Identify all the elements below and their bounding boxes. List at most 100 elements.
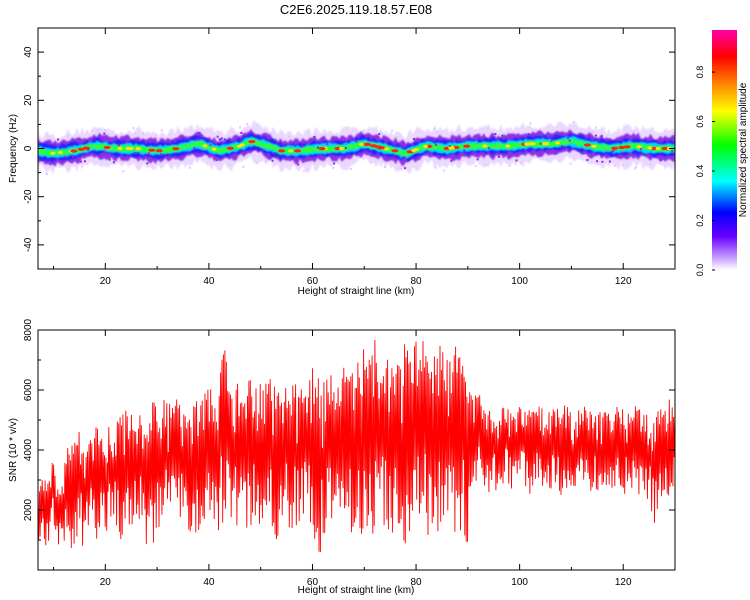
snr-series [38, 339, 675, 553]
band-peak-yellow [414, 147, 420, 152]
band-speckle [268, 153, 270, 155]
band-peak-yellow [636, 145, 642, 149]
band-speckle [196, 159, 198, 162]
band-peak-yellow [555, 141, 560, 145]
band-speckle [239, 126, 241, 129]
band-speckle [132, 127, 135, 130]
spectrogram-x-label: Height of straight line (km) [298, 286, 415, 297]
band-peak-yellow [202, 144, 208, 148]
band-speckle [582, 151, 585, 154]
band-speckle [621, 164, 624, 166]
band-speckle [193, 147, 196, 150]
band-peak-yellow [528, 142, 534, 146]
band-speckle [135, 138, 138, 141]
band-speckle [672, 132, 675, 135]
y-tick-label: 0 [23, 145, 34, 151]
band-speckle [572, 120, 575, 123]
band-speckle [487, 127, 490, 130]
band-speckle [434, 166, 437, 169]
band-speckle [393, 143, 396, 146]
band-speckle [498, 155, 501, 158]
band-speckle [313, 136, 316, 138]
band-speckle [601, 160, 604, 163]
band-speckle [177, 130, 180, 133]
band-peak-red [172, 147, 180, 151]
band-speckle [448, 145, 451, 147]
band-speckle [142, 133, 145, 136]
band-speckle [218, 138, 221, 141]
band-speckle [403, 156, 406, 159]
band-speckle [381, 132, 384, 135]
band-speckle [608, 160, 611, 163]
snr-y-label: SNR (10 * v/v) [8, 418, 19, 482]
band-speckle [306, 168, 309, 171]
band-speckle [269, 132, 272, 135]
colorbar-tick-label: 0.4 [695, 165, 705, 178]
band-speckle [83, 160, 86, 163]
band-speckle [569, 162, 572, 165]
band-speckle [635, 166, 638, 169]
band-speckle [632, 130, 635, 133]
band-peak-red [103, 145, 111, 150]
colorbar-label: Normalized spectral amplitude [738, 82, 749, 217]
band-speckle [481, 127, 484, 130]
colorbar-gradient [712, 30, 737, 270]
band-peak-yellow [448, 146, 454, 150]
band-speckle [600, 135, 603, 138]
band-speckle [99, 153, 102, 156]
band-speckle [596, 160, 598, 163]
band-peak-red [226, 146, 234, 150]
band-speckle [288, 135, 291, 138]
band-peak-red [661, 146, 669, 151]
band-peak-yellow [57, 150, 63, 155]
band-speckle [228, 163, 231, 166]
colorbar: 0.0 0.2 0.4 0.6 0.8 Normalized spectral ampl… [695, 30, 749, 276]
band-speckle [134, 132, 136, 135]
band-speckle [87, 148, 90, 151]
y-tick-label: 8000 [23, 318, 34, 341]
y-tick-label: -20 [23, 189, 34, 204]
band-speckle [91, 129, 94, 132]
band-speckle [665, 142, 668, 145]
band-speckle [449, 155, 451, 158]
band-peak-yellow [542, 142, 547, 146]
band-speckle [103, 150, 106, 153]
band-speckle [49, 135, 52, 138]
band-speckle [476, 158, 479, 161]
band-speckle [433, 139, 436, 142]
band-speckle [103, 132, 106, 135]
band-speckle [660, 140, 663, 143]
band-speckle [204, 137, 207, 140]
band-speckle [355, 140, 358, 143]
band-speckle [264, 160, 267, 163]
band-speckle [344, 147, 347, 149]
band-speckle [220, 137, 223, 140]
band-peak-yellow [135, 147, 141, 151]
y-tick-label: 4000 [23, 438, 34, 461]
band-speckle [402, 141, 405, 144]
spectrogram-axes: 20 40 60 80 100 120 -40 -20 0 20 40 [23, 27, 676, 287]
band-speckle [567, 137, 569, 139]
band-speckle [218, 132, 221, 135]
x-tick-label: 80 [410, 276, 422, 287]
band-speckle [595, 126, 597, 129]
band-speckle [370, 161, 372, 164]
band-speckle [609, 138, 612, 141]
band-speckle [378, 133, 381, 136]
band-speckle [554, 152, 557, 155]
band-speckle [147, 152, 150, 155]
x-tick-label: 120 [615, 276, 632, 287]
band-speckle [240, 132, 243, 134]
band-speckle [594, 134, 597, 137]
band-speckle [317, 146, 319, 149]
band-speckle [303, 170, 306, 173]
band-speckle [326, 143, 329, 146]
band-peak-red [155, 149, 163, 153]
band-speckle [488, 147, 491, 150]
x-tick-label: 20 [100, 577, 112, 588]
band-speckle [501, 134, 504, 137]
band-peak-red [248, 140, 256, 144]
band-peak-red [391, 149, 399, 153]
band-speckle [671, 149, 674, 152]
colorbar-ticks: 0.0 0.2 0.4 0.6 0.8 [695, 66, 715, 276]
